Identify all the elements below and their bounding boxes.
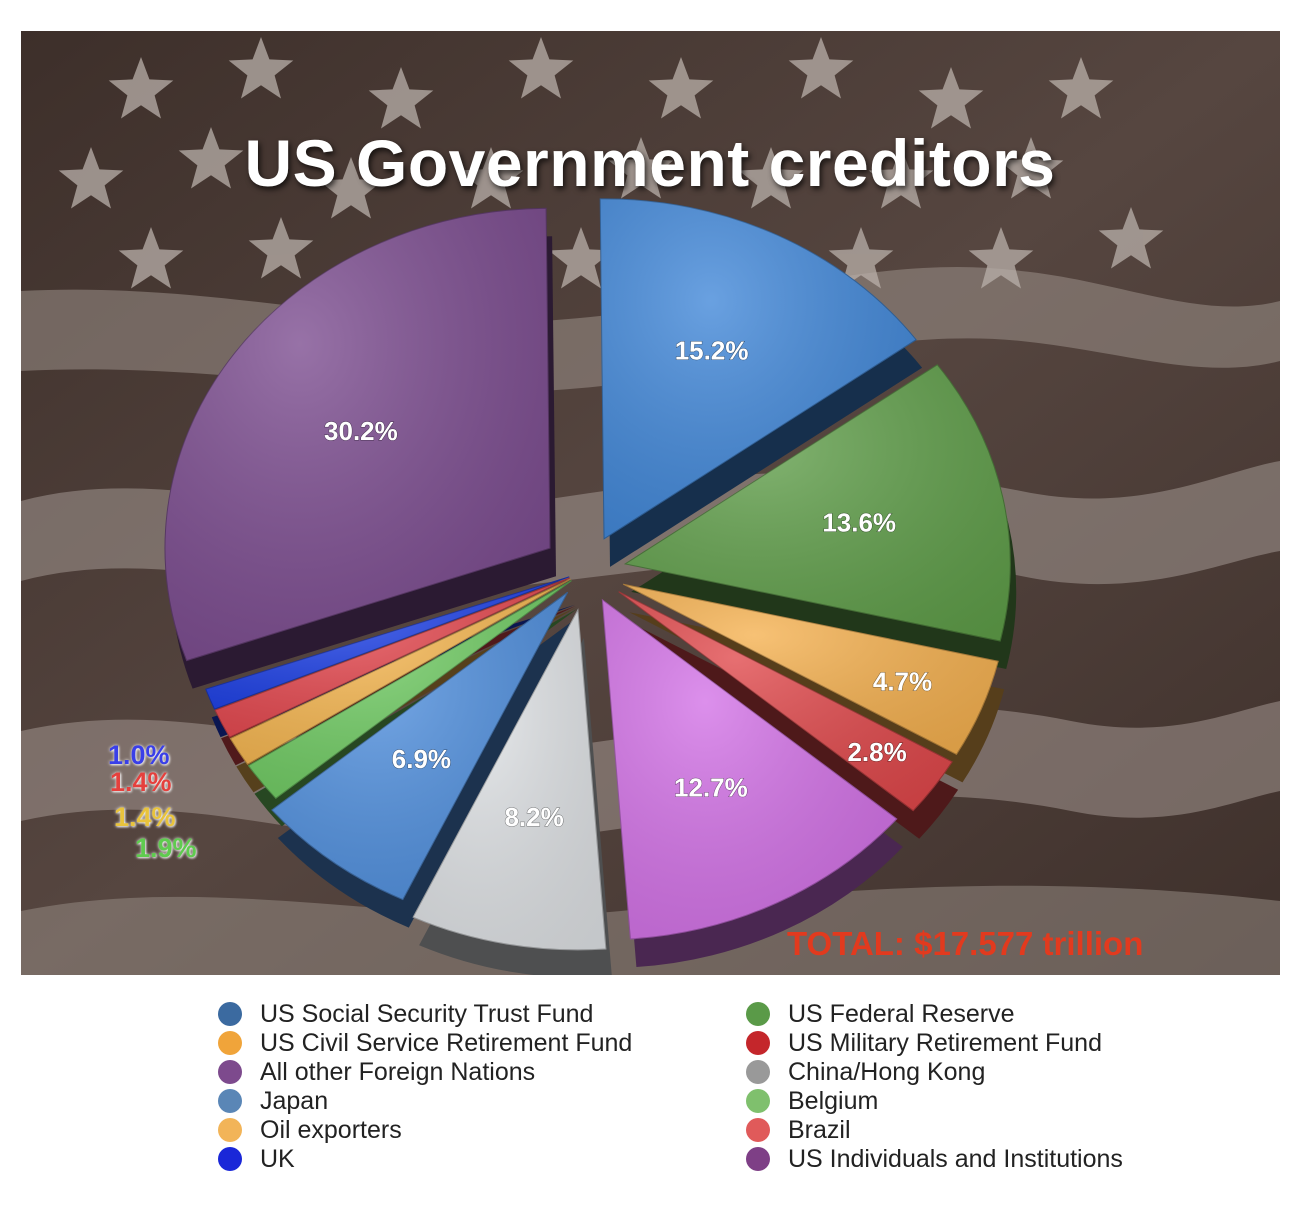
legend-item: Brazil bbox=[746, 1116, 851, 1144]
legend-item: US Federal Reserve bbox=[746, 1000, 1014, 1028]
pie-slice-highlight bbox=[248, 580, 572, 799]
pie-slice-highlight bbox=[215, 578, 570, 738]
legend-item: UK bbox=[218, 1145, 295, 1173]
slice-label: 8.2% bbox=[504, 802, 563, 832]
legend-swatch-icon bbox=[218, 1060, 242, 1084]
legend-item: US Civil Service Retirement Fund bbox=[218, 1029, 632, 1057]
legend-label: China/Hong Kong bbox=[788, 1057, 986, 1086]
outer-slice-label: 1.4% bbox=[110, 767, 172, 797]
chart-title: US Government creditors bbox=[244, 126, 1056, 200]
flag-star-icon bbox=[968, 227, 1034, 289]
flag-star-icon bbox=[998, 137, 1064, 199]
legend-swatch-icon bbox=[218, 1002, 242, 1026]
pie-slice-highlight bbox=[600, 198, 917, 539]
flag-star-icon bbox=[178, 127, 244, 189]
flag-star-icon bbox=[108, 57, 174, 119]
flag-star-icon bbox=[828, 227, 894, 289]
flag-star-icon bbox=[918, 67, 984, 129]
legend-item: All other Foreign Nations bbox=[218, 1058, 535, 1086]
legend-label: All other Foreign Nations bbox=[260, 1057, 536, 1086]
slice-label: 30.2% bbox=[324, 416, 398, 446]
flag-star-icon bbox=[318, 157, 384, 219]
slice-label: 12.7% bbox=[674, 773, 748, 803]
flag-star-icon bbox=[1098, 207, 1164, 269]
legend-label: Brazil bbox=[788, 1115, 851, 1144]
outer-slice-label: 1.9% bbox=[135, 833, 197, 863]
chart-panel: 15.2% 13.6% 4.7% 2.8% 12.7% 8.2% 6.9% 30.2% bbox=[21, 31, 1280, 975]
legend-item: US Individuals and Institutions bbox=[746, 1145, 1123, 1173]
pie-slice-highlight bbox=[164, 208, 550, 661]
legend-label: US Civil Service Retirement Fund bbox=[260, 1028, 633, 1057]
legend-item: Oil exporters bbox=[218, 1116, 402, 1144]
pie-slice-highlight bbox=[230, 579, 571, 765]
pie-slice-highlight bbox=[205, 576, 570, 710]
legend-item: Japan bbox=[218, 1087, 328, 1115]
total-label: TOTAL: $17.577 trillion bbox=[787, 925, 1144, 962]
outer-slice-label: 1.0% bbox=[108, 740, 170, 770]
slice-label: 6.9% bbox=[392, 744, 451, 774]
legend-item: Belgium bbox=[746, 1087, 878, 1115]
slice-label: 2.8% bbox=[847, 737, 906, 767]
legend-swatch-icon bbox=[746, 1147, 770, 1171]
flag-star-icon bbox=[868, 147, 934, 209]
legend: US Social Security Trust Fund US Civil Se… bbox=[218, 1000, 1198, 1180]
flag-star-icon bbox=[228, 37, 294, 99]
pie-slice-depth bbox=[624, 619, 959, 839]
flag-star-icon bbox=[508, 37, 574, 99]
slice-label: 4.7% bbox=[873, 667, 932, 697]
flag-star-icon bbox=[248, 217, 314, 279]
flag-star-icon bbox=[368, 67, 434, 129]
legend-swatch-icon bbox=[746, 1118, 770, 1142]
flag-star-icon bbox=[788, 37, 854, 99]
pie-slice-highlight bbox=[413, 609, 606, 950]
legend-item: US Social Security Trust Fund bbox=[218, 1000, 593, 1028]
legend-label: US Federal Reserve bbox=[788, 999, 1015, 1028]
flag-star-icon bbox=[58, 147, 124, 209]
slice-label: 13.6% bbox=[822, 507, 896, 537]
pie-slice-highlight bbox=[602, 599, 897, 939]
pie-chart: 15.2% 13.6% 4.7% 2.8% 12.7% 8.2% 6.9% 30.2% bbox=[164, 198, 1017, 975]
legend-label: US Social Security Trust Fund bbox=[260, 999, 594, 1028]
flag-star-icon bbox=[648, 57, 714, 119]
legend-swatch-icon bbox=[746, 1060, 770, 1084]
pie-slice-highlight bbox=[623, 584, 999, 755]
flag-star-icon bbox=[458, 147, 524, 209]
legend-swatch-icon bbox=[218, 1147, 242, 1171]
pie-slice-highlight bbox=[271, 592, 568, 900]
flag-star-icon bbox=[738, 147, 804, 209]
legend-swatch-icon bbox=[746, 1031, 770, 1055]
legend-label: US Individuals and Institutions bbox=[788, 1144, 1123, 1173]
legend-label: Japan bbox=[260, 1086, 329, 1115]
legend-label: Oil exporters bbox=[260, 1115, 402, 1144]
flag-star-icon bbox=[608, 137, 674, 199]
flag-star-icon bbox=[548, 227, 614, 289]
slice-label: 15.2% bbox=[675, 336, 749, 366]
legend-swatch-icon bbox=[746, 1089, 770, 1113]
legend-label: UK bbox=[260, 1144, 295, 1173]
pie-slice-highlight bbox=[625, 364, 1011, 641]
legend-item: US Military Retirement Fund bbox=[746, 1029, 1102, 1057]
legend-label: US Military Retirement Fund bbox=[788, 1028, 1102, 1057]
legend-swatch-icon bbox=[218, 1031, 242, 1055]
legend-swatch-icon bbox=[746, 1002, 770, 1026]
legend-item: China/Hong Kong bbox=[746, 1058, 985, 1086]
legend-swatch-icon bbox=[218, 1089, 242, 1113]
pie-slice-highlight bbox=[618, 591, 953, 811]
flag-star-icon bbox=[118, 227, 184, 289]
legend-swatch-icon bbox=[218, 1118, 242, 1142]
flag-star-icon bbox=[1048, 57, 1114, 119]
outer-slice-label: 1.4% bbox=[114, 802, 176, 832]
legend-label: Belgium bbox=[788, 1086, 879, 1115]
